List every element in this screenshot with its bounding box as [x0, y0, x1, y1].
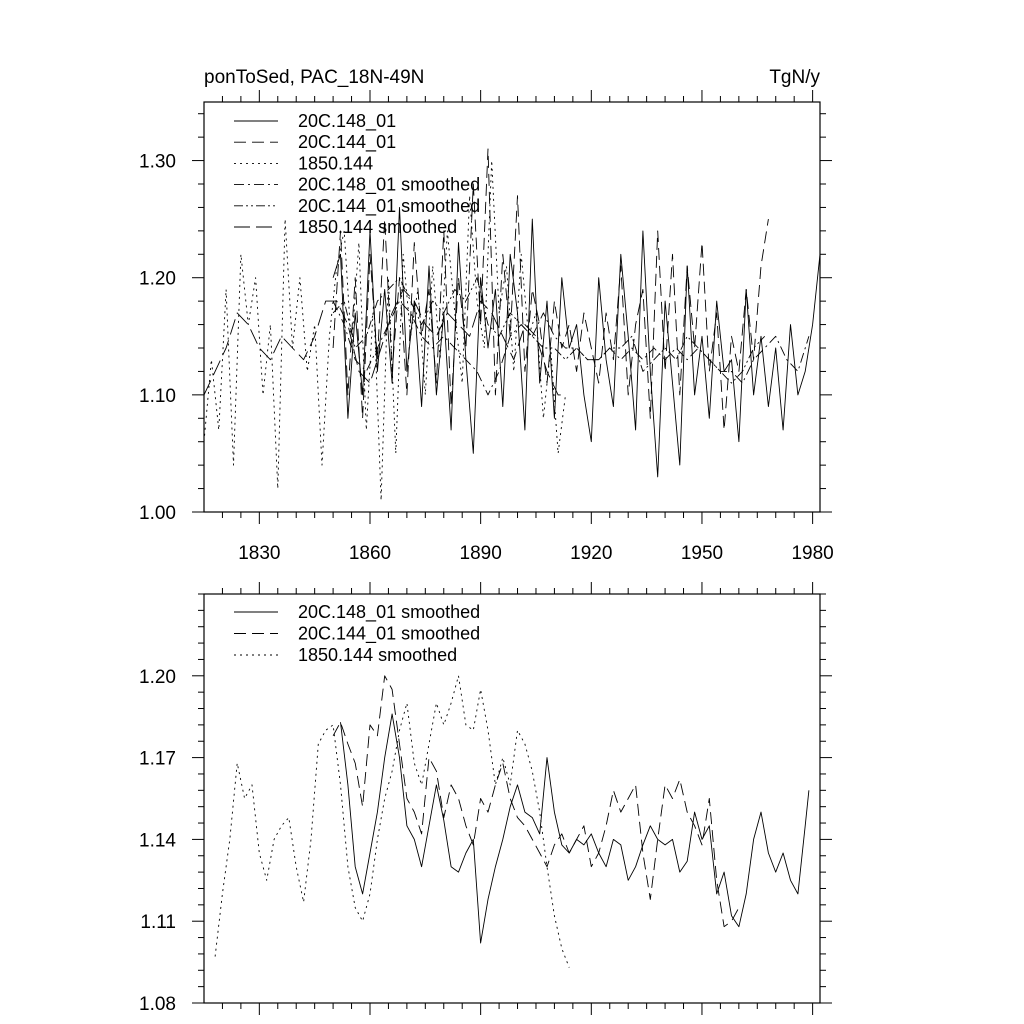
bottom-plot-frame: [203, 593, 821, 1004]
top-y-tick-label: 1.20: [139, 269, 176, 290]
bottom-y-tick-label: 1.20: [139, 667, 176, 688]
top-x-tick-label: 1830: [238, 543, 280, 564]
bottom-y-tick-label: 1.14: [139, 830, 176, 851]
top-y-tick-label: 1.30: [139, 152, 176, 173]
chart-units: TgN/y: [769, 67, 820, 88]
top-y-tick-label: 1.10: [139, 386, 176, 407]
chart-title: ponToSed, PAC_18N-49N: [204, 67, 424, 88]
top-x-tick-label: 1890: [460, 543, 502, 564]
bottom-legend-label-20c-148-01-smoothed: 20C.148_01 smoothed: [298, 602, 480, 623]
top-legend-label-1850-144-smoothed: 1850.144 smoothed: [298, 217, 457, 237]
top-y-tick-label: 1.00: [139, 503, 176, 524]
bottom-series-group: [214, 675, 810, 968]
bottom-legend-label-20c-144-01-smoothed: 20C.144_01 smoothed: [298, 624, 480, 645]
top-plot-frame: [203, 101, 821, 513]
top-legend-label-20c-144-01: 20C.144_01: [298, 132, 396, 153]
bottom-series-20c-148-01-smoothed: [340, 713, 810, 944]
bottom-y-tick-label: 1.11: [140, 912, 176, 933]
bottom-y-tick-label: 1.08: [139, 994, 176, 1015]
top-series-20c-144-01: [332, 148, 769, 431]
top-legend-label-20c-148-01-smoothed: 20C.148_01 smoothed: [298, 175, 480, 196]
top-x-tick-label: 1950: [681, 543, 723, 564]
bottom-series-1850-144-smoothed: [214, 675, 570, 968]
bottom-y-tick-label: 1.17: [139, 749, 176, 770]
top-legend-label-20c-144-01-smoothed: 20C.144_01 smoothed: [298, 196, 480, 217]
bottom-legend-label-1850-144-smoothed: 1850.144 smoothed: [298, 645, 457, 665]
top-series-1850-144: [204, 160, 566, 501]
top-legend-label-1850-144: 1850.144: [298, 153, 373, 173]
bottom-series-20c-144-01-smoothed: [332, 675, 740, 928]
top-series-20c-148-01: [332, 206, 820, 478]
top-legend-label-20c-148-01: 20C.148_01: [298, 111, 396, 132]
top-plot: 1830 1860 1890 1920 1950 1980 1.00 1.10 1.20 1.30…: [139, 90, 834, 564]
top-x-tick-label: 1980: [791, 543, 833, 564]
bottom-plot: 1.08 1.11 1.14 1.17 1.20 20C.148_01 smoothed2…: [139, 582, 832, 1015]
top-series-group: [204, 148, 820, 501]
top-x-tick-label: 1860: [349, 543, 391, 564]
top-x-tick-label: 1920: [570, 543, 612, 564]
top-series-1850-144-smoothed: [204, 288, 566, 396]
top-series-20c-144-01-smoothed: [332, 277, 766, 384]
